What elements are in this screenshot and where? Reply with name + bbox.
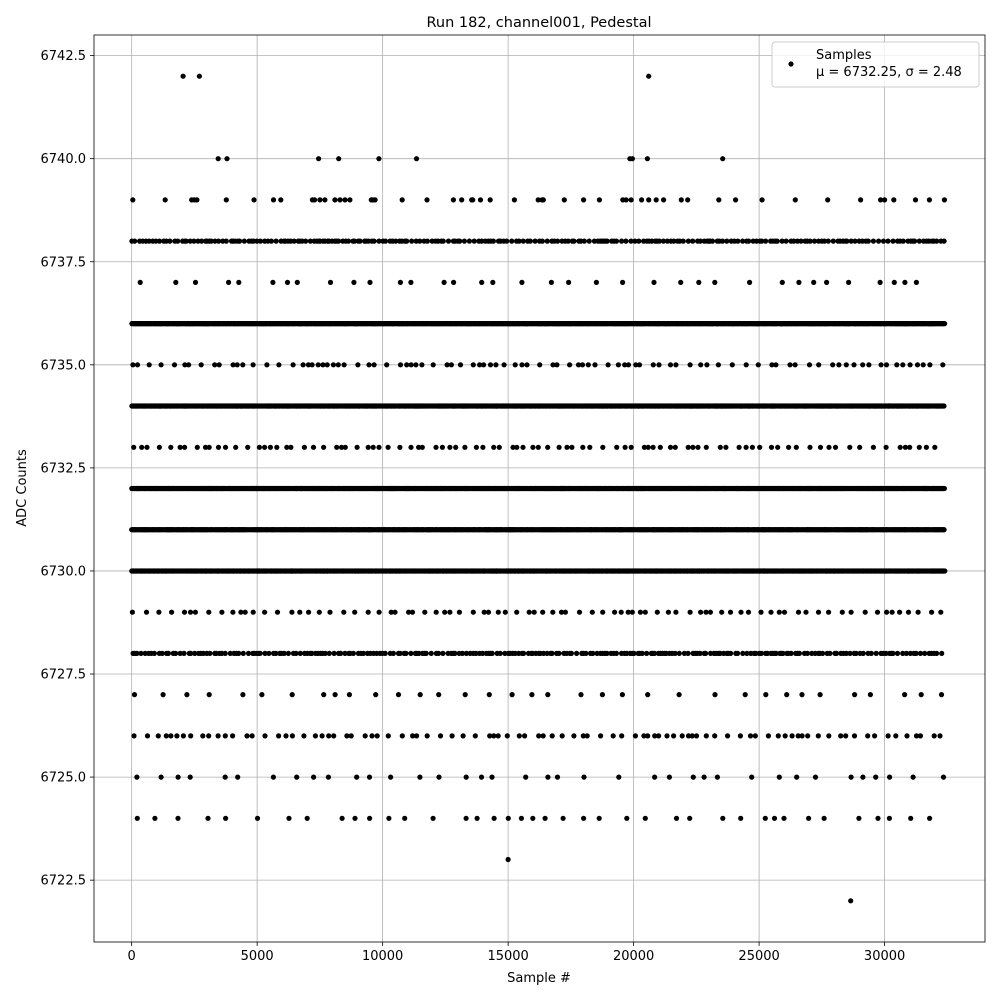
data-points [129,73,948,904]
data-point [942,568,948,574]
data-point [941,485,948,492]
data-point [941,527,947,533]
data-point [941,403,947,409]
